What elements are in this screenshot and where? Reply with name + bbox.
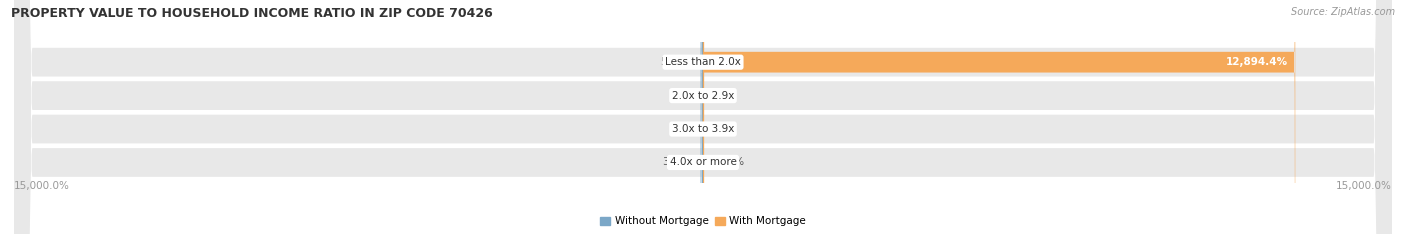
- FancyBboxPatch shape: [14, 0, 1392, 234]
- FancyBboxPatch shape: [702, 0, 704, 234]
- Text: 52.2%: 52.2%: [661, 57, 693, 67]
- Text: Source: ZipAtlas.com: Source: ZipAtlas.com: [1291, 7, 1395, 17]
- Text: 15,000.0%: 15,000.0%: [14, 181, 70, 191]
- FancyBboxPatch shape: [14, 0, 1392, 234]
- Text: 4.0x or more: 4.0x or more: [669, 157, 737, 168]
- Text: PROPERTY VALUE TO HOUSEHOLD INCOME RATIO IN ZIP CODE 70426: PROPERTY VALUE TO HOUSEHOLD INCOME RATIO…: [11, 7, 494, 20]
- Text: 24.8%: 24.8%: [711, 157, 744, 168]
- Text: 11%: 11%: [672, 91, 696, 101]
- Text: 30.9%: 30.9%: [662, 157, 695, 168]
- Text: 5.9%: 5.9%: [669, 124, 696, 134]
- Text: 18%: 18%: [710, 91, 734, 101]
- FancyBboxPatch shape: [703, 0, 1295, 234]
- Legend: Without Mortgage, With Mortgage: Without Mortgage, With Mortgage: [596, 212, 810, 231]
- Text: 3.0x to 3.9x: 3.0x to 3.9x: [672, 124, 734, 134]
- Text: Less than 2.0x: Less than 2.0x: [665, 57, 741, 67]
- FancyBboxPatch shape: [14, 0, 1392, 234]
- FancyBboxPatch shape: [702, 0, 703, 234]
- Text: 12,894.4%: 12,894.4%: [1226, 57, 1288, 67]
- Text: 15,000.0%: 15,000.0%: [1336, 181, 1392, 191]
- Text: 3.6%: 3.6%: [710, 124, 737, 134]
- FancyBboxPatch shape: [702, 0, 703, 234]
- FancyBboxPatch shape: [14, 0, 1392, 234]
- Text: 2.0x to 2.9x: 2.0x to 2.9x: [672, 91, 734, 101]
- FancyBboxPatch shape: [700, 0, 703, 234]
